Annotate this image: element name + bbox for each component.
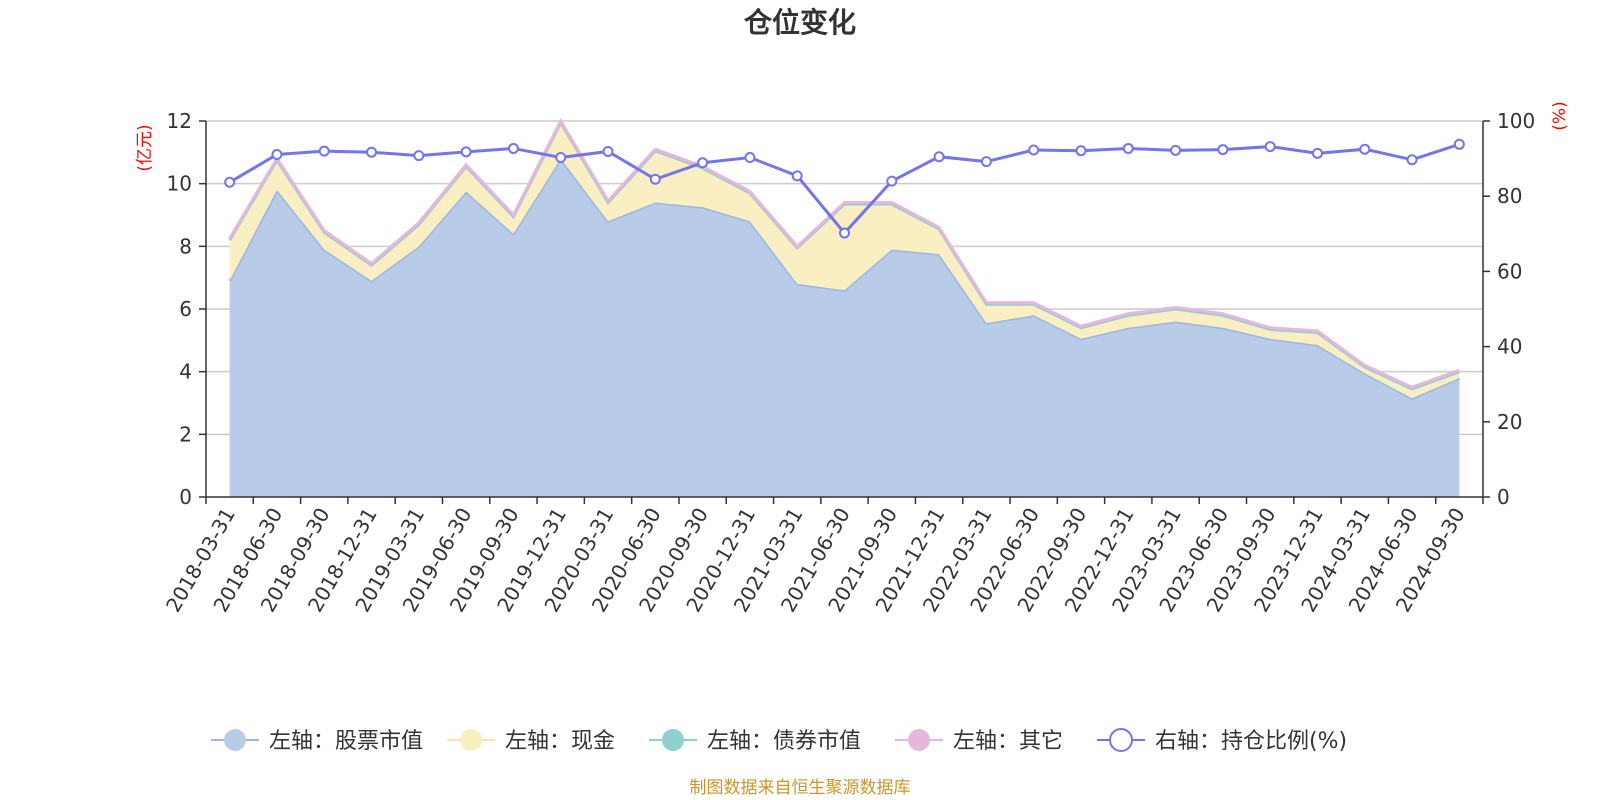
ratio-line (224, 138, 1465, 239)
area-series-1 (229, 158, 1460, 497)
legend-marker (908, 729, 930, 751)
legend-label: 右轴：持仓比例(%) (1155, 729, 1347, 754)
ratio-point (980, 156, 992, 168)
left-axis-unit: (亿元) (135, 124, 155, 171)
ratio-point (1311, 147, 1323, 159)
legend: 左轴：股票市值 左轴：现金 左轴：债券市值 左轴：其它 右轴：持仓比例(%) (211, 728, 1347, 754)
chart-title: 仓位变化 (744, 6, 856, 39)
right-axis-unit: (%) (1550, 101, 1570, 130)
ratio-point (224, 176, 236, 188)
legend-marker (1109, 728, 1133, 752)
left-tick-label: 2 (179, 422, 192, 446)
left-tick-label: 10 (167, 172, 192, 196)
ratio-point (791, 170, 803, 182)
area-series-4-edge (228, 117, 1460, 389)
ratio-point (366, 146, 378, 158)
area-series-2 (229, 122, 1460, 399)
ratio-point (839, 227, 850, 239)
legend-label: 左轴：其它 (953, 729, 1063, 754)
left-tick-label: 0 (179, 485, 192, 509)
ratio-point (649, 173, 661, 185)
ratio-point (1359, 143, 1371, 155)
right-tick-label: 80 (1497, 184, 1522, 208)
ratio-point (318, 145, 330, 157)
legend-marker (460, 729, 482, 751)
legend-item-4: 左轴：其它 (895, 729, 1063, 754)
ratio-point (1028, 144, 1040, 156)
right-tick-label: 100 (1497, 109, 1535, 133)
ratio-point (886, 175, 898, 187)
ratio-point (460, 146, 472, 158)
ratio-point (555, 151, 567, 163)
right-tick-label: 40 (1497, 335, 1522, 359)
left-tick-label: 8 (179, 234, 192, 258)
right-tick-label: 20 (1497, 410, 1522, 434)
legend-marker (224, 729, 246, 751)
legend-item-5: 右轴：持仓比例(%) (1097, 728, 1347, 754)
legend-label: 左轴：债券市值 (707, 729, 861, 754)
ratio-point (602, 145, 614, 157)
stacked-areas (228, 117, 1460, 497)
ratio-point (271, 148, 283, 160)
data-source: 制图数据来自恒生聚源数据库 (690, 778, 911, 798)
legend-item-3: 左轴：债券市值 (649, 729, 861, 754)
left-tick-label: 12 (167, 109, 192, 133)
ratio-point (1264, 141, 1276, 153)
ratio-point (697, 157, 709, 169)
ratio-point (744, 151, 756, 163)
ratio-point (413, 150, 425, 162)
right-tick-label: 60 (1497, 259, 1522, 283)
ratio-point (1217, 144, 1229, 156)
left-tick-label: 6 (179, 297, 192, 321)
ratio-point (1453, 138, 1465, 150)
ratio-point (1075, 145, 1087, 157)
ratio-point (1170, 144, 1182, 156)
ratio-point (933, 151, 945, 163)
legend-item-1: 左轴：股票市值 (211, 729, 423, 754)
legend-marker (662, 729, 684, 751)
legend-label: 左轴：现金 (505, 729, 615, 754)
right-tick-label: 0 (1497, 485, 1510, 509)
ratio-point (1406, 154, 1418, 166)
legend-item-2: 左轴：现金 (447, 729, 615, 754)
ratio-point (1122, 142, 1134, 154)
left-tick-label: 4 (179, 360, 192, 384)
legend-label: 左轴：股票市值 (269, 729, 423, 754)
ratio-point (507, 142, 519, 154)
